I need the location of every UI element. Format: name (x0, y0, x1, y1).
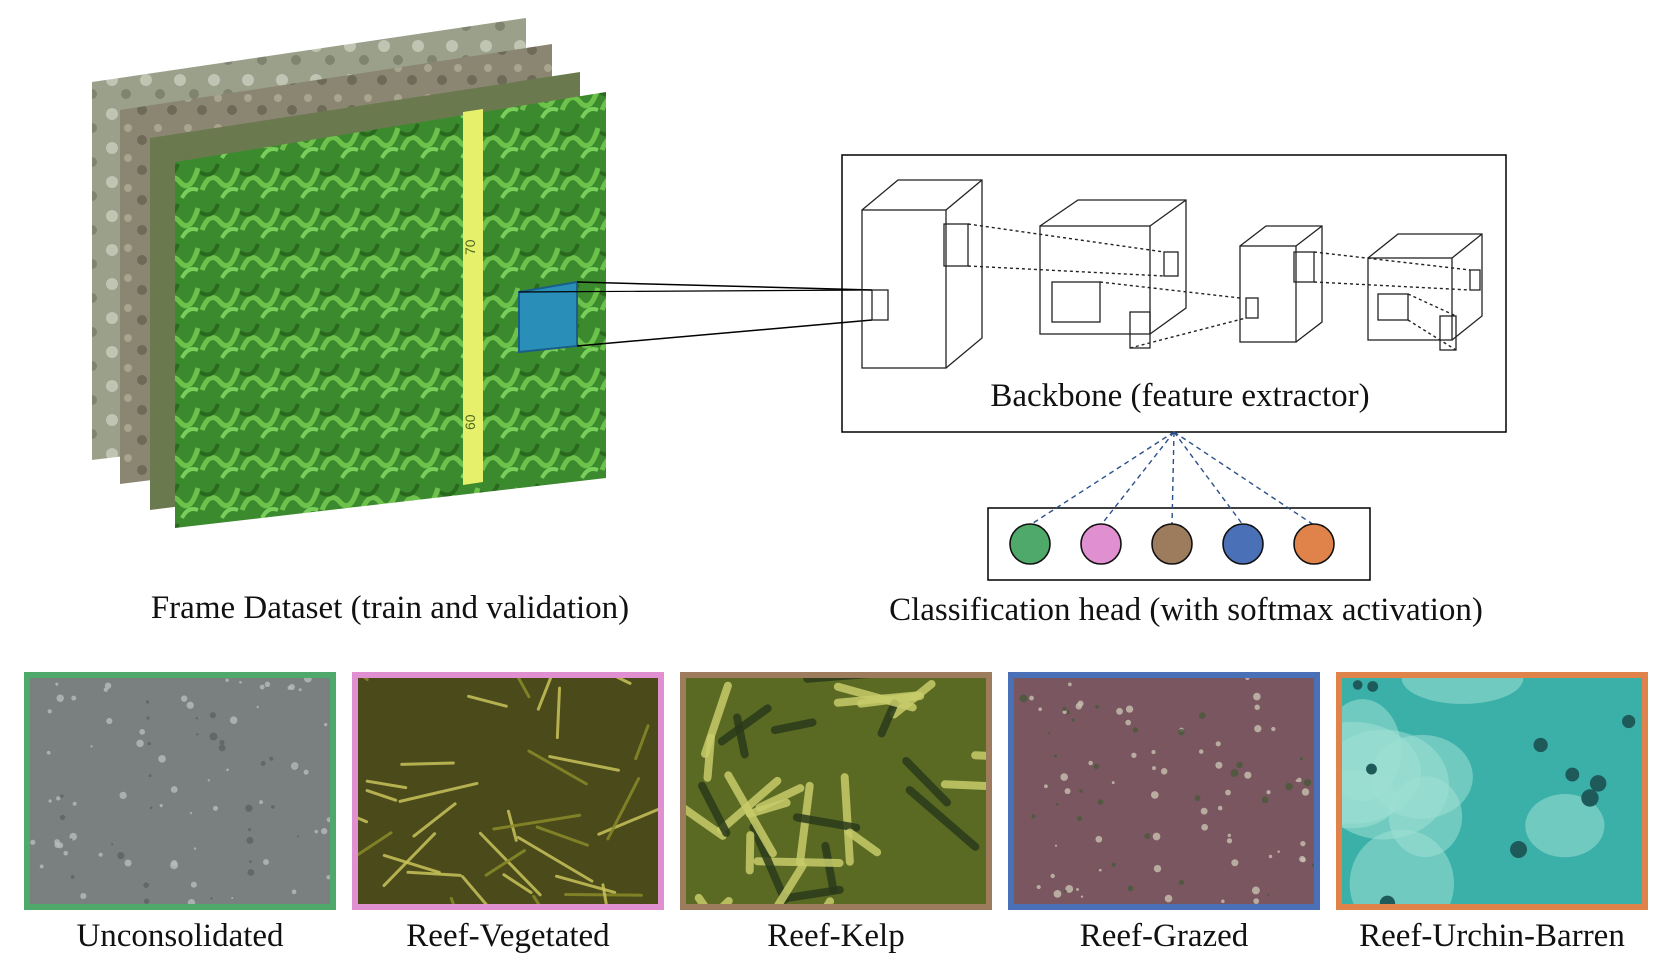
class-example-unconsolidated (24, 672, 336, 910)
class-label-unconsolidated: Unconsolidated (76, 918, 284, 954)
head-connection-line (1029, 431, 1175, 526)
patch-connector-bottom (576, 319, 873, 347)
head-node-reef-grazed (1222, 523, 1264, 565)
head-node-unconsolidated (1009, 523, 1051, 565)
class-label-reef-urchin-barren: Reef-Urchin-Barren (1359, 918, 1625, 954)
class-example-reef-grazed (1008, 672, 1320, 910)
class-label-reef-vegetated: Reef-Vegetated (406, 918, 610, 954)
patch-connector-top (576, 281, 873, 291)
class-example-reef-urchin-barren (1336, 672, 1648, 910)
head-connection-line (1173, 431, 1244, 526)
tape-mark-60: 60 (462, 414, 478, 430)
cnn-blocks (861, 179, 1483, 369)
frame-stack: 70 60 (92, 18, 606, 528)
backbone-label: Backbone (feature extractor) (990, 378, 1370, 414)
head-node-reef-urchin-barren (1293, 523, 1335, 565)
head-connection-line (1100, 431, 1175, 526)
head-node-reef-kelp (1151, 523, 1193, 565)
class-example-reef-vegetated (352, 672, 664, 910)
cnn-block-3 (1239, 225, 1323, 343)
cnn-block-4 (1367, 233, 1483, 351)
head-nodes (1009, 523, 1335, 565)
head-node-reef-vegetated (1080, 523, 1122, 565)
cnn-block-1 (861, 179, 983, 369)
head-connection-line (1171, 431, 1175, 526)
tape-mark-70: 70 (462, 239, 478, 255)
head-connections (1029, 431, 1315, 526)
head-label: Classification head (with softmax activa… (889, 592, 1483, 628)
classification-head-box (987, 507, 1371, 581)
architecture-diagram: 70 60 (92, 18, 1507, 581)
class-label-reef-kelp: Reef-Kelp (767, 918, 905, 954)
head-connection-line (1173, 431, 1315, 526)
frame-front (175, 92, 606, 528)
class-label-reef-grazed: Reef-Grazed (1079, 918, 1249, 954)
measuring-tape (463, 109, 483, 485)
class-example-reef-kelp (680, 672, 992, 910)
cnn-block-2 (1039, 199, 1187, 349)
patch-connector-top-left (518, 289, 873, 293)
dataset-label: Frame Dataset (train and validation) (150, 590, 630, 626)
